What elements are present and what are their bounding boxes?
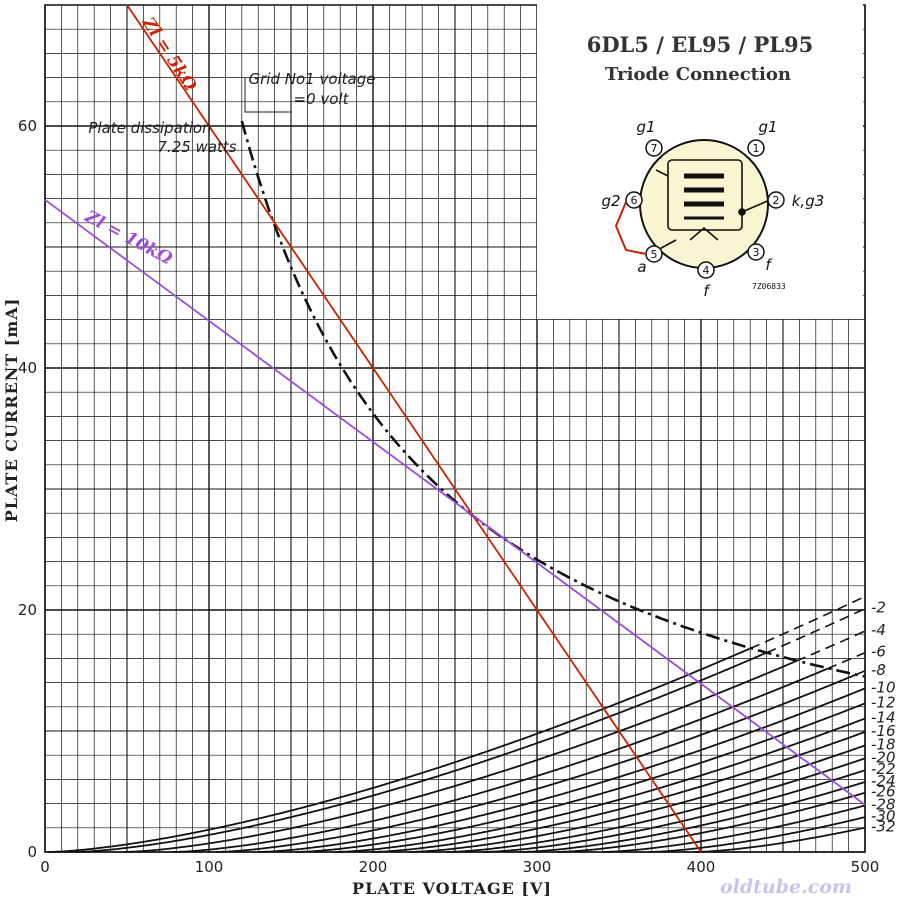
svg-text:g1: g1 [758,118,777,136]
x-tick-label: 400 [687,858,716,876]
plate-curve-solid [215,674,856,853]
plate-curve-label: -20 [871,748,896,766]
plate-curve-solid [74,651,767,853]
pin-3: 3 f [747,243,773,274]
plate-curve-label: -8 [871,661,886,679]
plate-curve-label: -32 [871,818,896,836]
x-tick-label: 200 [359,858,388,876]
plate-curve-label: -6 [871,643,886,661]
svg-text:4: 4 [703,264,710,277]
plate-curve-label: -30 [871,807,896,825]
plate-curve-solid [335,717,866,853]
plate-curve-label: -24 [871,772,896,790]
svg-text:a: a [637,258,646,276]
plate-curve-solid [556,791,866,853]
dissipation-curve [240,120,866,678]
axis-ticks: 0 100 200 300 400 500 0 20 40 60 [18,117,879,876]
plate-curve-solid [172,667,828,853]
plate-curve-solid [409,744,866,853]
drawing-code: 7Z06833 [752,282,786,291]
electrode-structure-icon [653,159,771,253]
grid-voltage-annotation: Grid No1 voltage =0 volt [244,70,376,113]
x-tick-label: 0 [40,858,50,876]
plate-curve-labels: -2-4-6-8-10-12-14-16-18-20-22-24-26-28-3… [871,599,896,836]
plate-curve-label: -18 [871,735,896,753]
plate-curve-dashed [766,607,866,654]
svg-text:7: 7 [651,142,658,155]
plate-curve-solid [482,769,866,853]
svg-text:g2: g2 [601,192,620,210]
title-panel: 6DL5 / EL95 / PL95 Triode Connection 7 [537,4,863,319]
plate-curve-label: -4 [871,621,886,639]
chart-subtitle: Triode Connection [605,64,791,85]
plate-curve-label: -2 [871,599,886,617]
load-line-5k [126,4,702,853]
plate-curve-solid [602,804,866,853]
svg-text:Grid No1 voltage: Grid No1 voltage [248,70,375,88]
plate-curve-label: -10 [871,678,896,696]
plate-curve-solid [694,826,866,853]
watermark: oldtube.com [720,876,852,898]
svg-text:6: 6 [631,194,638,207]
svg-text:3: 3 [753,246,760,259]
x-tick-label: 300 [523,858,552,876]
pin-7: 7 g1 [636,118,663,157]
svg-text:5: 5 [651,248,658,261]
svg-text:k,g3: k,g3 [792,192,825,210]
svg-text:f: f [703,282,711,300]
plate-curve-label: -22 [871,760,896,778]
tube-pinout-diagram: 7 g1 1 g1 6 g2 2 k,g3 5 a [601,118,824,300]
plate-curve-label: -28 [871,795,896,813]
plate-curve-solid [48,647,751,853]
pin-1: 1 g1 [747,118,778,157]
plate-curve-dashed [749,595,866,650]
plate-curve-solid [648,816,866,853]
svg-text:2: 2 [773,194,780,207]
pin-6: 6 g2 [601,191,643,210]
x-axis-title: PLATE VOLTAGE [V] [352,879,552,898]
svg-text:1: 1 [753,142,760,155]
triode-strap-wire [614,201,647,255]
y-tick-label: 60 [18,117,37,135]
x-tick-label: 500 [851,858,880,876]
pin-2: 2 k,g3 [767,191,825,210]
y-tick-label: 20 [18,601,37,619]
chart-title: 6DL5 / EL95 / PL95 [587,32,814,57]
plate-curve-solid [446,757,866,853]
plate-curve-solid [258,687,866,853]
svg-text:7.25 watts: 7.25 watts [157,138,236,156]
load-lines [44,4,866,853]
plate-curve-solid [123,660,797,853]
dissipation-annotation: Plate dissipation 7.25 watts [88,119,236,156]
plate-curve-solid [371,731,866,853]
plate-curve-solid [520,781,866,853]
svg-text:f: f [765,256,773,274]
plate-curve-dashed [795,630,866,662]
plate-curve-label: -14 [871,709,896,727]
plate-curve-label: -12 [871,693,896,711]
plate-curve-dashed [826,651,866,670]
plate-curve-label: -26 [871,783,896,801]
pin-4: 4 f [697,261,715,300]
y-axis-title: PLATE CURRENT [mA] [2,298,21,523]
plate-curve-label: -16 [871,722,896,740]
y-tick-label: 0 [27,843,37,861]
svg-text:g1: g1 [636,118,655,136]
plate-curves [48,595,866,853]
y-tick-label: 40 [18,359,37,377]
x-tick-label: 100 [195,858,224,876]
svg-text:=0 volt: =0 volt [294,90,350,108]
plate-curve-solid [295,702,866,853]
svg-text:Plate dissipation: Plate dissipation [88,119,211,137]
dissipation-hyperbola [240,120,866,678]
load-line-10k [44,199,866,806]
